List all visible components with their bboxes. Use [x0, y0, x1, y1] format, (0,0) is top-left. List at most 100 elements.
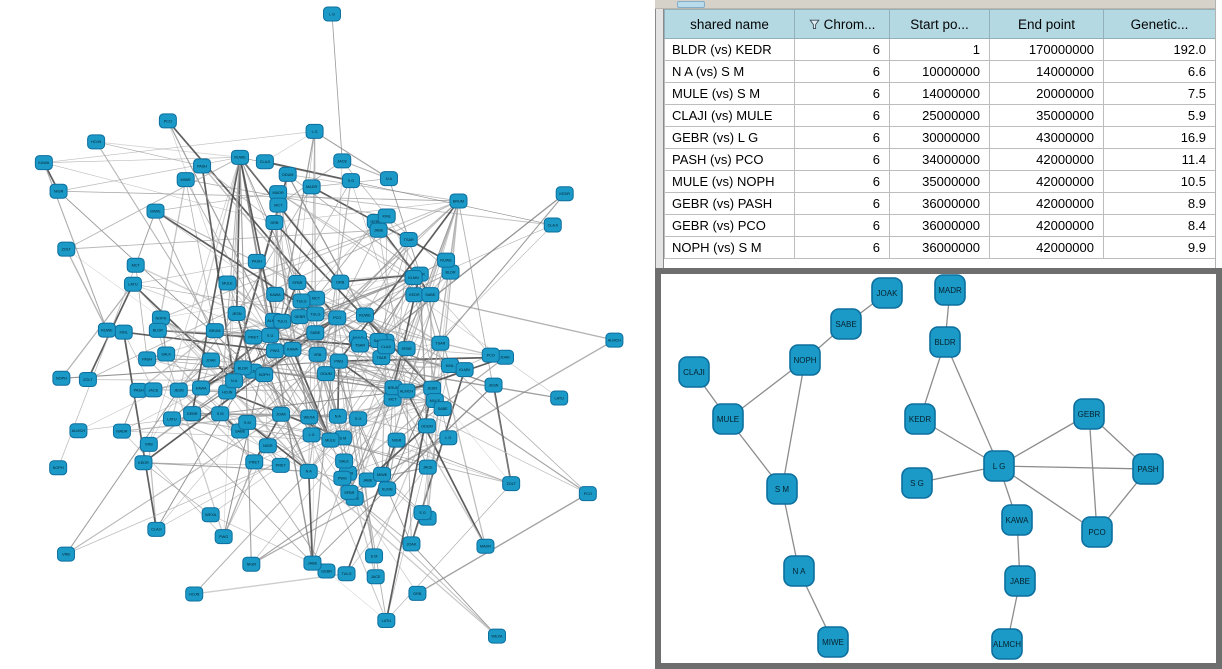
- cell-chromosome[interactable]: 6: [794, 82, 890, 105]
- main-network-node[interactable]: N A: [328, 408, 347, 424]
- main-network-node[interactable]: PCO: [481, 347, 500, 363]
- table-vertical-scrollbar[interactable]: [1215, 0, 1222, 268]
- column-header-end-point[interactable]: End point: [989, 9, 1104, 39]
- main-network-node[interactable]: BLDR: [233, 360, 252, 376]
- sub-network-node[interactable]: S M: [766, 473, 798, 505]
- cell-start-point[interactable]: 36000000: [889, 236, 990, 259]
- main-network-node[interactable]: RUWE: [355, 307, 374, 323]
- main-network-node[interactable]: DRB: [265, 214, 284, 230]
- main-network-canvas[interactable]: L GS MBLDRKEDRMULENOPHSABEJOAKMADRCLAJIS…: [0, 0, 655, 669]
- cell-shared-name[interactable]: N A (vs) S M: [664, 60, 795, 83]
- main-network-node[interactable]: DRB: [331, 274, 350, 290]
- cell-end-point[interactable]: 42000000: [989, 236, 1104, 259]
- cell-shared-name[interactable]: CLAJI (vs) MULE: [664, 104, 795, 127]
- cell-shared-name[interactable]: NOPH (vs) S M: [664, 236, 795, 259]
- main-network-node[interactable]: SABE: [306, 325, 325, 341]
- cell-shared-name[interactable]: GEBR (vs) PCO: [664, 214, 795, 237]
- main-network-node[interactable]: N A: [379, 171, 398, 187]
- main-network-node[interactable]: RUWE: [231, 149, 250, 165]
- main-network-node[interactable]: ZOLT: [78, 371, 97, 387]
- cell-genetic[interactable]: 7.5: [1103, 82, 1216, 105]
- cell-end-point[interactable]: 170000000: [989, 38, 1104, 61]
- main-network-node[interactable]: SABE: [433, 401, 452, 417]
- cell-genetic[interactable]: 16.9: [1103, 126, 1216, 149]
- main-network-node[interactable]: L G: [439, 430, 458, 446]
- table-row[interactable]: BLDR (vs) KEDR 6 1 170000000 192.0: [664, 38, 1216, 61]
- main-network-node[interactable]: PASH: [193, 158, 212, 174]
- table-row[interactable]: GEBR (vs) PASH 6 36000000 42000000 8.9: [664, 192, 1216, 215]
- main-network-node[interactable]: S G: [349, 411, 368, 427]
- table-row[interactable]: N A (vs) S M 6 10000000 14000000 6.6: [664, 60, 1216, 83]
- main-network-node[interactable]: S G: [413, 505, 432, 521]
- main-network-node[interactable]: JESN: [169, 382, 188, 398]
- cell-end-point[interactable]: 42000000: [989, 148, 1104, 171]
- main-network-node[interactable]: MADR: [476, 538, 495, 554]
- main-network-node[interactable]: JOAK: [402, 536, 421, 552]
- main-network-node[interactable]: MIWE: [373, 466, 392, 482]
- main-network-node[interactable]: L G: [305, 123, 324, 139]
- main-network-node[interactable]: ALMCH: [605, 332, 624, 348]
- main-network-node[interactable]: KAWA: [34, 155, 53, 171]
- main-network-node[interactable]: PWG: [333, 470, 352, 486]
- main-network-node[interactable]: KAWA: [266, 286, 285, 302]
- table-row[interactable]: PASH (vs) PCO 6 34000000 42000000 11.4: [664, 148, 1216, 171]
- main-network-node[interactable]: VRB: [139, 436, 158, 452]
- main-network-node[interactable]: SFBR: [288, 275, 307, 291]
- main-network-node[interactable]: KEDR: [134, 455, 153, 471]
- main-network-node[interactable]: PRET: [244, 329, 263, 345]
- cell-shared-name[interactable]: GEBR (vs) L G: [664, 126, 795, 149]
- sub-network-node[interactable]: PASH: [1132, 453, 1164, 485]
- main-network-node[interactable]: KLMN: [455, 362, 474, 378]
- main-network-node[interactable]: NIGR: [49, 183, 68, 199]
- sub-network-node[interactable]: L G: [983, 450, 1015, 482]
- main-network-node[interactable]: MIWE: [146, 203, 165, 219]
- main-network-node[interactable]: MULE: [218, 275, 237, 291]
- main-network-node[interactable]: VRB: [308, 346, 327, 362]
- sub-network-node[interactable]: MADR: [934, 274, 966, 306]
- sub-network-edge[interactable]: [1088, 413, 1098, 533]
- sub-network-node[interactable]: MIWE: [817, 626, 849, 658]
- main-network-node[interactable]: L G: [302, 427, 321, 443]
- cell-start-point[interactable]: 1: [889, 38, 990, 61]
- main-network-node[interactable]: JOAK: [272, 406, 291, 422]
- cell-chromosome[interactable]: 6: [794, 170, 890, 193]
- main-network-node[interactable]: JACE: [418, 459, 437, 475]
- column-header-shared-name[interactable]: shared name: [664, 9, 795, 39]
- main-network-node[interactable]: JESN: [484, 377, 503, 393]
- cell-end-point[interactable]: 14000000: [989, 60, 1104, 83]
- sub-network-node[interactable]: PCO: [1081, 516, 1113, 548]
- table-row[interactable]: GEBR (vs) L G 6 30000000 43000000 16.9: [664, 126, 1216, 149]
- main-network-node[interactable]: PWG: [214, 529, 233, 545]
- main-network-node[interactable]: MCT: [126, 257, 145, 273]
- cell-chromosome[interactable]: 6: [794, 38, 890, 61]
- main-network-node[interactable]: SABE: [421, 287, 440, 303]
- main-network-node[interactable]: S G: [261, 327, 280, 343]
- main-network-node[interactable]: KEDR: [405, 287, 424, 303]
- main-network-node[interactable]: S G: [341, 173, 360, 189]
- main-network-node[interactable]: JACE: [144, 382, 163, 398]
- main-network-node[interactable]: CLAJI: [543, 217, 562, 233]
- main-network-node[interactable]: PRET: [245, 454, 264, 470]
- main-network-node[interactable]: SFBR: [340, 484, 359, 500]
- cell-genetic[interactable]: 8.9: [1103, 192, 1216, 215]
- main-network-node[interactable]: TULG: [273, 313, 292, 329]
- main-network-node[interactable]: NIGR: [242, 556, 261, 572]
- cell-end-point[interactable]: 42000000: [989, 214, 1104, 237]
- main-network-node[interactable]: MCT: [269, 197, 288, 213]
- main-network-node[interactable]: BLDR: [148, 322, 167, 338]
- main-network-node[interactable]: ZOLT: [57, 241, 76, 257]
- main-network-node[interactable]: SFBR: [397, 341, 416, 357]
- sub-network-node[interactable]: JOAK: [871, 277, 903, 309]
- main-network-node[interactable]: KEDR: [555, 186, 574, 202]
- main-network-node[interactable]: CLAJI: [377, 339, 396, 355]
- main-network-node[interactable]: N A: [225, 373, 244, 389]
- main-network-node[interactable]: N A: [299, 463, 318, 479]
- main-network-node[interactable]: WEXA: [300, 409, 319, 425]
- main-network-node[interactable]: PASH: [138, 351, 157, 367]
- main-network-node[interactable]: KAWA: [192, 380, 211, 396]
- main-network-node[interactable]: PCO: [158, 113, 177, 129]
- main-network-node[interactable]: MULE: [321, 432, 340, 448]
- main-network-node[interactable]: BRUM: [205, 323, 224, 339]
- sub-network-node[interactable]: CLAJI: [678, 356, 710, 388]
- main-network-node[interactable]: RUWE: [97, 322, 116, 338]
